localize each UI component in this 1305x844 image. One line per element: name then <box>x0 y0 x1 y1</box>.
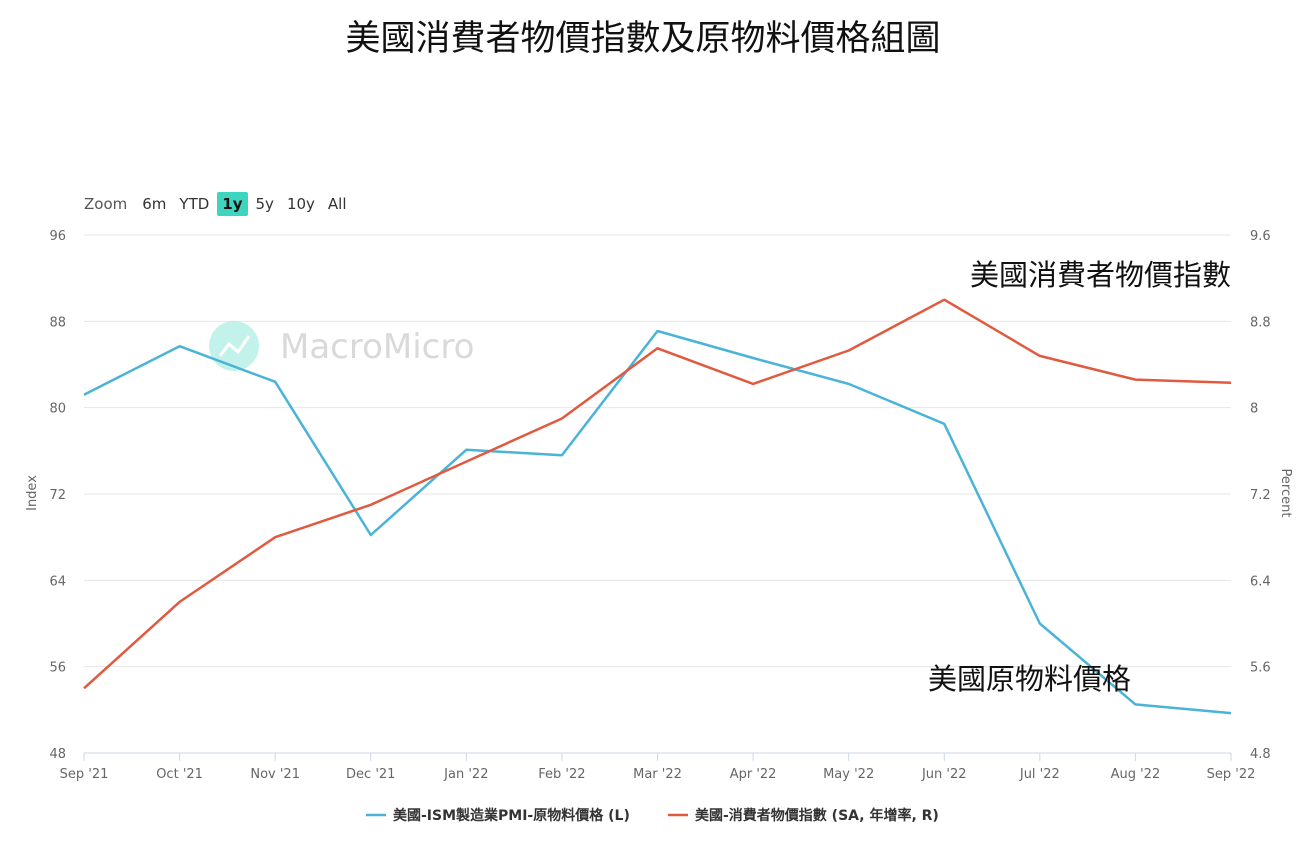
watermark-text: MacroMicro <box>280 327 474 367</box>
series-line-cpi[interactable] <box>83 298 1232 690</box>
y-axis-left-title: Index <box>25 475 40 511</box>
x-tick-label: Jul '22 <box>1019 767 1060 782</box>
y-right-tick-label: 9.6 <box>1250 229 1271 244</box>
zoom-bar: Zoom 6m YTD 1y 5y 10y All <box>84 190 355 218</box>
watermark-logo-icon <box>209 321 259 371</box>
watermark: MacroMicro <box>209 321 474 371</box>
y-left-tick-label: 88 <box>49 315 66 330</box>
zoom-5y-button[interactable]: 5y <box>255 195 274 213</box>
legend-label: 美國-ISM製造業PMI-原物料價格 (L) <box>393 807 630 824</box>
y-right-tick-label: 4.8 <box>1250 747 1271 762</box>
y-axis-right-title: Percent <box>1278 469 1293 518</box>
x-tick-label: Feb '22 <box>538 767 585 782</box>
x-tick-label: Jun '22 <box>921 767 967 782</box>
y-left-tick-label: 80 <box>49 402 66 417</box>
watermark-logo-line <box>218 335 251 357</box>
y-right-tick-label: 6.4 <box>1250 574 1271 589</box>
y-right-tick-label: 8 <box>1250 402 1258 417</box>
x-tick-label: May '22 <box>823 767 874 782</box>
x-tick-label: Mar '22 <box>633 767 682 782</box>
annotation-cpi: 美國消費者物價指數 <box>970 258 1231 292</box>
legend-item-pmi[interactable]: 美國-ISM製造業PMI-原物料價格 (L) <box>366 807 630 824</box>
y-left-tick-label: 64 <box>49 574 66 589</box>
y-left-tick-label: 48 <box>49 747 66 762</box>
y-left-tick-label: 72 <box>49 488 66 503</box>
legend-label: 美國-消費者物價指數 (SA, 年增率, R) <box>695 807 939 824</box>
x-tick-label: Jan '22 <box>443 767 488 782</box>
y-right-tick-label: 8.8 <box>1250 315 1271 330</box>
x-tick-label: Oct '21 <box>156 767 203 782</box>
x-tick-label: Apr '22 <box>730 767 777 782</box>
x-tick-label: Sep '21 <box>60 767 109 782</box>
y-left-tick-label: 56 <box>49 661 66 676</box>
zoom-label: Zoom <box>84 195 128 213</box>
zoom-1y-button[interactable]: 1y <box>217 192 248 216</box>
series-line-pmi-raw-materials[interactable] <box>83 329 1232 715</box>
y-right-tick-label: 5.6 <box>1250 661 1271 676</box>
x-tick-label: Dec '21 <box>346 767 395 782</box>
annotation-raw-materials: 美國原物料價格 <box>928 662 1131 696</box>
zoom-all-button[interactable]: All <box>327 195 347 213</box>
legend-item-cpi[interactable]: 美國-消費者物價指數 (SA, 年增率, R) <box>668 807 939 824</box>
x-tick-label: Aug '22 <box>1111 767 1161 782</box>
x-tick-label: Nov '21 <box>250 767 300 782</box>
y-left-tick-label: 96 <box>49 229 66 244</box>
zoom-6m-button[interactable]: 6m <box>142 195 167 213</box>
x-tick-label: Sep '22 <box>1207 767 1256 782</box>
zoom-ytd-button[interactable]: YTD <box>179 195 210 213</box>
y-right-tick-label: 7.2 <box>1250 488 1271 503</box>
page-title: 美國消費者物價指數及原物料價格組圖 <box>345 19 941 59</box>
zoom-10y-button[interactable]: 10y <box>286 195 315 213</box>
